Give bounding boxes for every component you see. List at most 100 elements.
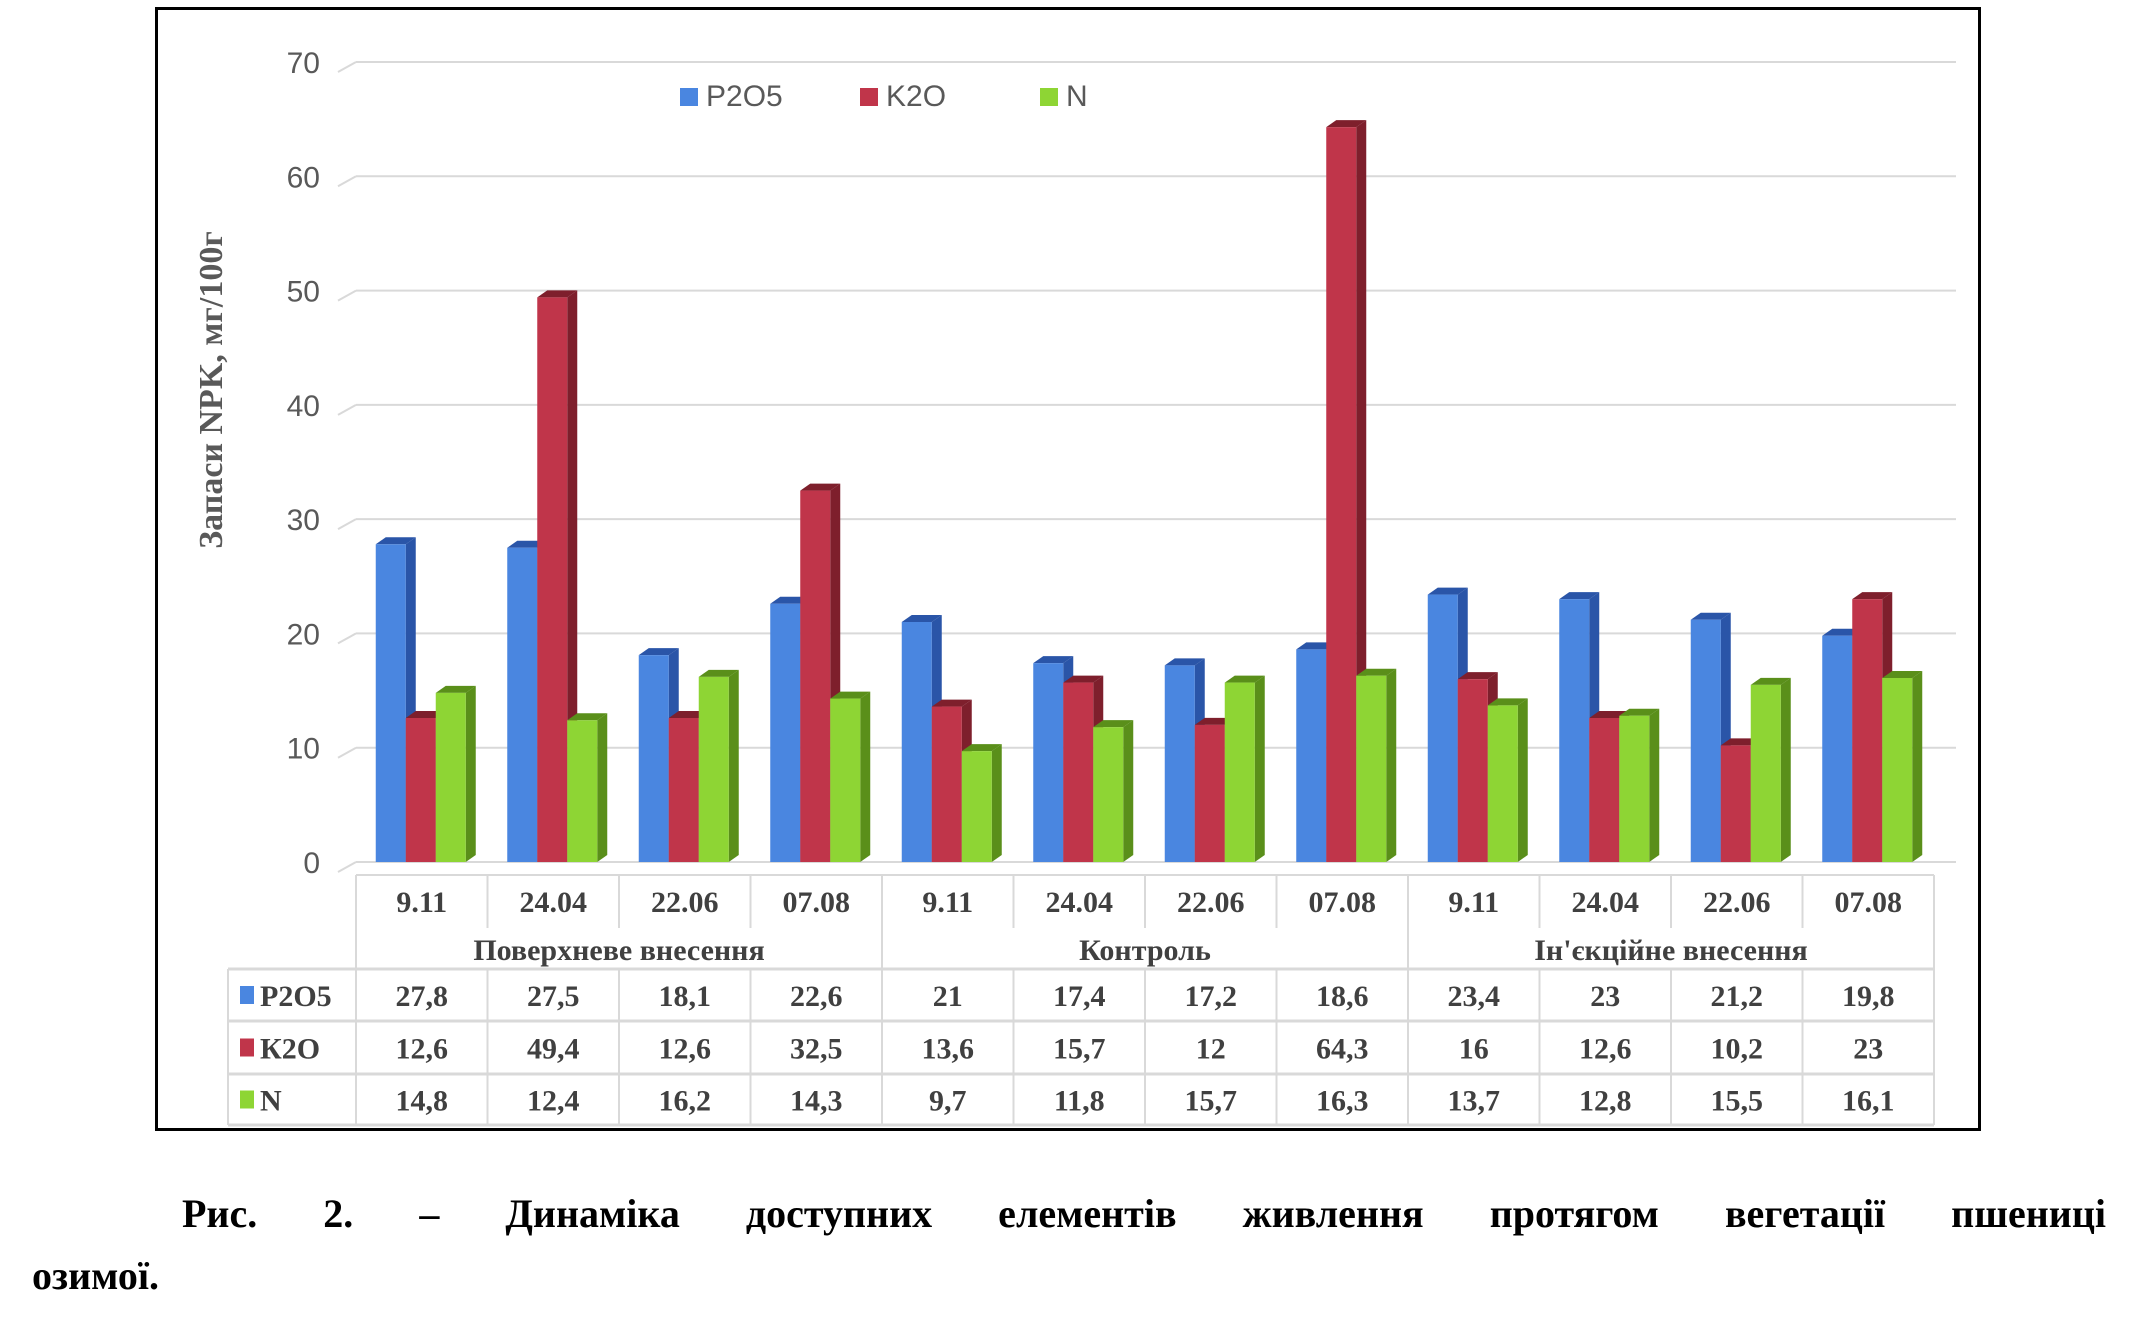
bar-n bbox=[1619, 715, 1650, 862]
table-cell: 21,2 bbox=[1711, 980, 1764, 1013]
bar-top-p2o5 bbox=[901, 615, 942, 622]
x-tick-date: 9.11 bbox=[1448, 886, 1499, 919]
x-tick-date: 24.04 bbox=[520, 886, 588, 919]
bar-k2o bbox=[1852, 599, 1883, 862]
bar-n bbox=[698, 676, 729, 862]
bar-top-k2o bbox=[1063, 675, 1104, 683]
legend-label-n: N bbox=[1066, 80, 1088, 113]
bar-k2o bbox=[1326, 127, 1357, 862]
y-tick-label: 50 bbox=[287, 276, 320, 309]
bar-top-k2o bbox=[537, 290, 578, 298]
chart-frame bbox=[155, 7, 1981, 1131]
bar-top-p2o5 bbox=[375, 537, 416, 545]
gridline-3d-edge bbox=[337, 61, 357, 73]
bar-side-n bbox=[1780, 677, 1791, 862]
bar-k2o bbox=[1457, 679, 1488, 862]
bar-n bbox=[567, 720, 598, 862]
bar-n bbox=[1487, 705, 1518, 862]
bar-top-p2o5 bbox=[1033, 656, 1074, 664]
y-tick-label: 70 bbox=[287, 47, 320, 80]
table-cell: 17,4 bbox=[1053, 980, 1106, 1013]
table-cell: 12,6 bbox=[659, 1033, 712, 1066]
group-label: Контроль bbox=[1079, 934, 1211, 967]
table-series-label: К2О bbox=[260, 1033, 320, 1066]
bar-top-p2o5 bbox=[1164, 658, 1205, 666]
bar-side-n bbox=[991, 744, 1002, 862]
bar-side-n bbox=[1517, 698, 1528, 862]
table-cell: 18,6 bbox=[1316, 980, 1369, 1013]
bar-p2o5 bbox=[1822, 635, 1853, 862]
legend-label-p2o5: P2O5 bbox=[706, 80, 783, 113]
gridline-3d-edge bbox=[337, 746, 357, 759]
group-label: Поверхневе внесення bbox=[473, 934, 764, 967]
bar-n bbox=[961, 751, 992, 862]
bar-top-n bbox=[698, 669, 739, 677]
bar-p2o5 bbox=[1559, 599, 1590, 862]
bar-top-n bbox=[1619, 708, 1660, 716]
table-cell: 14,8 bbox=[396, 1085, 449, 1118]
table-cell: 27,5 bbox=[527, 980, 580, 1013]
legend-swatch-p2o5 bbox=[680, 88, 698, 106]
bar-top-n bbox=[961, 744, 1002, 752]
table-cell: 13,7 bbox=[1448, 1085, 1501, 1118]
figure-caption-cont: озимої. bbox=[32, 1253, 159, 1298]
table-cell: 15,7 bbox=[1053, 1033, 1106, 1066]
bar-k2o bbox=[1063, 682, 1094, 862]
x-tick-date: 9.11 bbox=[396, 886, 447, 919]
x-tick-date: 07.08 bbox=[783, 886, 851, 919]
table-cell: 23,4 bbox=[1448, 980, 1501, 1013]
bar-top-k2o bbox=[1326, 120, 1367, 128]
table-series-label: N bbox=[260, 1085, 282, 1118]
x-tick-date: 24.04 bbox=[1046, 886, 1114, 919]
table-series-label: P2O5 bbox=[260, 980, 332, 1013]
bar-top-k2o bbox=[1457, 672, 1498, 680]
bar-n bbox=[1356, 675, 1387, 862]
x-tick-date: 22.06 bbox=[1177, 886, 1245, 919]
bar-top-n bbox=[1882, 671, 1923, 678]
bar-top-n bbox=[1356, 668, 1397, 676]
bar-top-n bbox=[1487, 698, 1528, 706]
bar-top-p2o5 bbox=[1559, 592, 1600, 600]
bar-top-n bbox=[830, 691, 871, 699]
y-tick-label: 30 bbox=[287, 504, 320, 537]
x-tick-date: 22.06 bbox=[1703, 886, 1771, 919]
bar-n bbox=[1224, 682, 1255, 862]
bar-side-n bbox=[1912, 671, 1923, 862]
bar-p2o5 bbox=[638, 655, 669, 862]
table-cell: 64,3 bbox=[1316, 1033, 1369, 1066]
bar-p2o5 bbox=[901, 622, 932, 862]
y-tick-label: 10 bbox=[287, 733, 320, 766]
bar-p2o5 bbox=[1033, 663, 1064, 862]
bar-p2o5 bbox=[507, 547, 538, 862]
legend-label-k2o: K2O bbox=[886, 80, 946, 113]
bar-side-n bbox=[1254, 675, 1265, 862]
table-legend-key-k2o bbox=[240, 1038, 254, 1057]
table-cell: 12,6 bbox=[396, 1033, 449, 1066]
table-cell: 9,7 bbox=[929, 1085, 967, 1118]
gridline-3d-edge bbox=[337, 861, 357, 873]
x-tick-date: 24.04 bbox=[1572, 886, 1640, 919]
bar-n bbox=[1093, 727, 1124, 862]
bar-k2o bbox=[1720, 745, 1751, 862]
table-cell: 11,8 bbox=[1054, 1085, 1105, 1118]
table-cell: 18,1 bbox=[659, 980, 712, 1013]
bar-top-n bbox=[1750, 677, 1791, 685]
x-tick-date: 07.08 bbox=[1309, 886, 1377, 919]
table-cell: 16,3 bbox=[1316, 1085, 1369, 1118]
npk-bar-chart: 0 10 20 30 40 50 60 70 Запаси NPK, мг/100г P2O5 K2… bbox=[193, 47, 1956, 1127]
figure-caption: Рис. 2. – Динаміка доступних елементів ж… bbox=[182, 1191, 2106, 1236]
bar-side-n bbox=[1123, 720, 1134, 862]
bar-top-n bbox=[567, 713, 608, 721]
table-cell: 19,8 bbox=[1842, 980, 1895, 1013]
y-axis-title: Запаси NPK, мг/100г bbox=[193, 231, 230, 549]
bar-top-n bbox=[1093, 720, 1134, 728]
bar-top-n bbox=[435, 685, 476, 693]
table-legend-key-n bbox=[240, 1090, 254, 1109]
bar-top-p2o5 bbox=[1427, 587, 1468, 595]
bar-p2o5 bbox=[1690, 619, 1721, 862]
table-cell: 23 bbox=[1590, 980, 1620, 1013]
table-cell: 49,4 bbox=[527, 1033, 580, 1066]
legend-swatch-n bbox=[1040, 88, 1058, 106]
x-tick-date: 9.11 bbox=[922, 886, 973, 919]
table-cell: 27,8 bbox=[396, 980, 449, 1013]
